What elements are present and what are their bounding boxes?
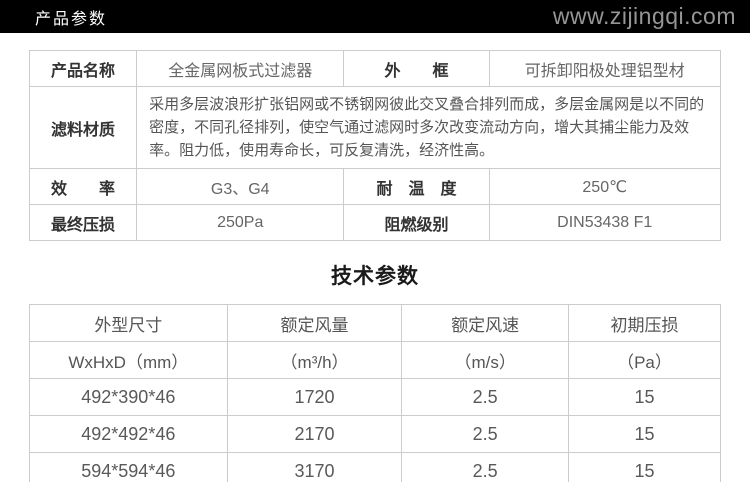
unit-airspeed: （m/s） — [401, 341, 569, 379]
flame-label: 阻燃级别 — [343, 204, 490, 241]
pressure-label: 最终压损 — [28, 204, 138, 241]
frame-value: 可拆卸阳极处理铝型材 — [488, 50, 721, 87]
frame-label: 外 框 — [343, 50, 490, 87]
cell-dimensions: 492*492*46 — [29, 415, 228, 453]
material-label: 滤料材质 — [28, 86, 138, 169]
unit-dimensions: WxHxD（mm） — [29, 341, 228, 379]
spec-table: 产品名称 全金属网板式过滤器 外 框 可拆卸阳极处理铝型材 滤料材质 采用多层波… — [28, 50, 721, 241]
unit-pressure: （Pa） — [567, 341, 722, 379]
table-row: 594*594*46 3170 2.5 15 — [29, 452, 722, 482]
temperature-label: 耐 温 度 — [343, 168, 490, 205]
section-title: 技术参数 — [331, 265, 419, 288]
material-value: 采用多层波浪形扩张铝网或不锈钢网彼此交叉叠合排列而成，多层金属网是以不同的密度，… — [136, 86, 721, 169]
cell-pressure: 15 — [567, 378, 722, 416]
header-bar: 产品参数 www.zijingqi.com — [0, 0, 750, 33]
efficiency-value: G3、G4 — [136, 168, 345, 205]
cell-pressure: 15 — [567, 415, 722, 453]
cell-airflow: 1720 — [226, 378, 403, 416]
pressure-value: 250Pa — [136, 204, 345, 241]
efficiency-label: 效 率 — [28, 168, 138, 205]
cell-airflow: 2170 — [226, 415, 403, 453]
product-name-label: 产品名称 — [28, 50, 138, 87]
column-header-dimensions: 外型尺寸 — [29, 304, 228, 342]
cell-airflow: 3170 — [226, 452, 403, 482]
table-row: 最终压损 250Pa 阻燃级别 DIN53438 F1 — [28, 204, 721, 241]
flame-value: DIN53438 F1 — [488, 204, 721, 241]
tech-units-row: WxHxD（mm） （m³/h） （m/s） （Pa） — [29, 341, 722, 379]
column-header-pressure: 初期压损 — [567, 304, 722, 342]
cell-dimensions: 492*390*46 — [29, 378, 228, 416]
tech-table: 外型尺寸 额定风量 额定风速 初期压损 WxHxD（mm） （m³/h） （m/… — [29, 304, 722, 482]
cell-pressure: 15 — [567, 452, 722, 482]
cell-airspeed: 2.5 — [401, 415, 569, 453]
table-row: 492*390*46 1720 2.5 15 — [29, 378, 722, 416]
unit-airflow: （m³/h） — [226, 341, 403, 379]
table-row: 产品名称 全金属网板式过滤器 外 框 可拆卸阳极处理铝型材 — [28, 50, 721, 87]
page-title: 产品参数 — [35, 10, 108, 28]
cell-airspeed: 2.5 — [401, 378, 569, 416]
tech-header-row: 外型尺寸 额定风量 额定风速 初期压损 — [29, 304, 722, 342]
website-url: www.zijingqi.com — [552, 3, 736, 29]
temperature-value: 250℃ — [488, 168, 721, 205]
column-header-airflow: 额定风量 — [226, 304, 403, 342]
product-name-value: 全金属网板式过滤器 — [136, 50, 345, 87]
cell-dimensions: 594*594*46 — [29, 452, 228, 482]
table-row: 滤料材质 采用多层波浪形扩张铝网或不锈钢网彼此交叉叠合排列而成，多层金属网是以不… — [28, 86, 721, 169]
cell-airspeed: 2.5 — [401, 452, 569, 482]
table-row: 492*492*46 2170 2.5 15 — [29, 415, 722, 453]
column-header-airspeed: 额定风速 — [401, 304, 569, 342]
table-row: 效 率 G3、G4 耐 温 度 250℃ — [28, 168, 721, 205]
